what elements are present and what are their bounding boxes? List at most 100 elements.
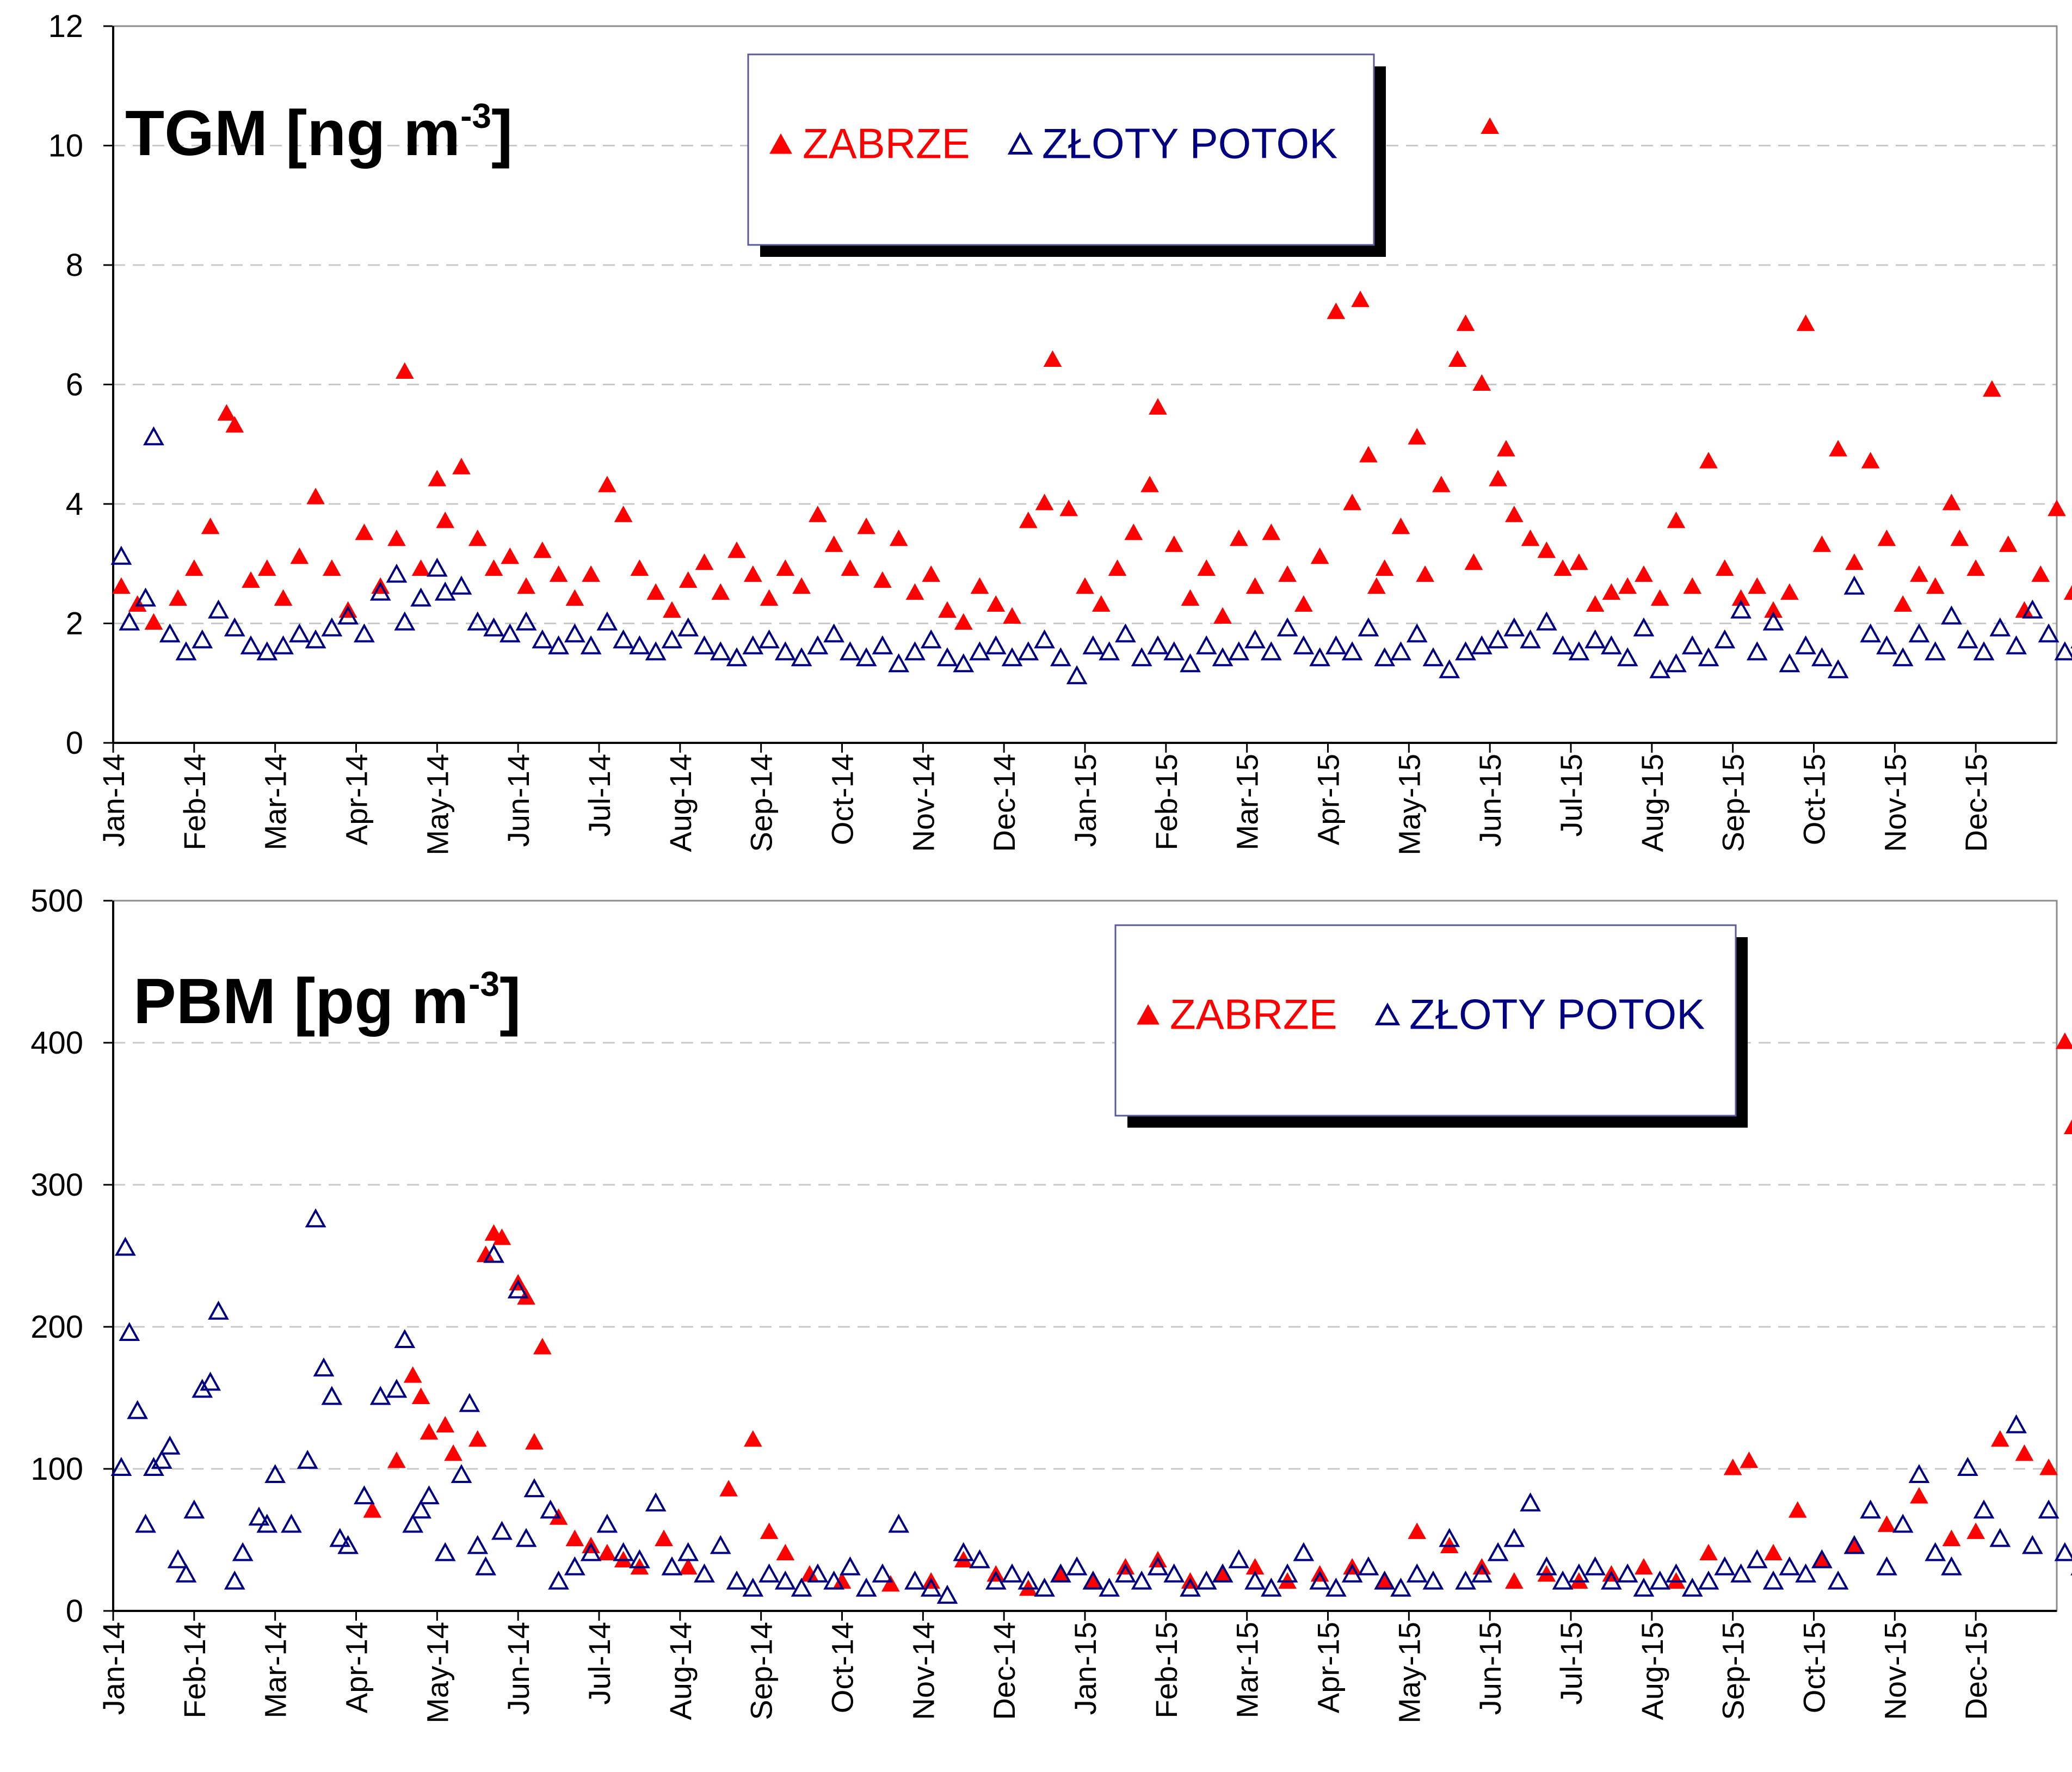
data-point-zloty-potok [127, 1400, 149, 1419]
data-point-zloty-potok [1390, 1577, 1411, 1597]
legend-marker-zabrze [1137, 1004, 1160, 1025]
x-tick-label: Jul-15 [1554, 1622, 1588, 1705]
data-point-zloty-potok [110, 545, 132, 565]
data-point-zloty-potok [305, 629, 326, 649]
data-point-zloty-potok [159, 1435, 181, 1455]
data-point-zabrze [1375, 559, 1394, 576]
data-point-zloty-potok [256, 641, 278, 661]
data-point-zabrze [1504, 506, 1524, 522]
data-point-zabrze [290, 547, 309, 564]
data-point-zloty-potok [904, 641, 926, 661]
data-point-zloty-potok [953, 1542, 975, 1561]
data-point-zabrze [257, 559, 276, 576]
data-point-zloty-potok [855, 1577, 877, 1597]
data-point-zloty-potok [369, 581, 391, 601]
data-point-zloty-potok [1957, 629, 1978, 649]
data-point-zabrze [1942, 494, 1961, 510]
data-point-zabrze [1416, 565, 1434, 582]
data-point-zabrze [1108, 559, 1127, 576]
data-point-zabrze [1780, 583, 1799, 600]
data-point-zabrze [501, 547, 520, 564]
legend-marker-zabrze [769, 133, 792, 154]
data-point-zloty-potok [872, 1563, 893, 1583]
data-point-zloty-potok [1147, 635, 1169, 655]
data-point-zloty-potok [1973, 1499, 1995, 1519]
data-point-zabrze [1910, 565, 1928, 582]
data-point-zloty-potok [1843, 1535, 1865, 1554]
y-tick-label: 10 [48, 128, 83, 164]
data-point-zabrze [1504, 1572, 1524, 1589]
data-point-zloty-potok [200, 1371, 221, 1391]
data-point-zabrze [2048, 500, 2066, 516]
data-point-zloty-potok [985, 635, 1007, 655]
data-point-zloty-potok [1180, 653, 1201, 673]
data-point-zloty-potok [1568, 1563, 1590, 1583]
data-point-zloty-potok [256, 1513, 278, 1533]
series-zloty-potok [110, 426, 2072, 685]
x-tick-label: Feb-15 [1149, 754, 1183, 850]
data-point-zabrze [1213, 607, 1232, 624]
chart-title: TGM [ng m-3] [125, 96, 513, 169]
data-point-zabrze [1124, 523, 1143, 540]
data-point-zloty-potok [742, 635, 764, 655]
data-point-zabrze [1310, 547, 1329, 564]
data-point-zabrze [938, 601, 957, 618]
data-point-zabrze [1489, 470, 1507, 487]
data-point-zabrze [954, 613, 973, 630]
data-point-zloty-potok [823, 623, 845, 643]
data-point-zloty-potok [661, 1556, 683, 1576]
data-point-zabrze [809, 506, 827, 522]
data-point-zloty-potok [1762, 1570, 1784, 1590]
data-point-zabrze [1618, 577, 1637, 594]
data-point-zabrze [225, 416, 244, 433]
data-point-zloty-potok [1374, 647, 1396, 667]
data-point-zabrze [1521, 529, 1540, 546]
x-tick-label: Dec-14 [987, 1622, 1021, 1720]
data-point-zabrze [184, 559, 203, 576]
data-point-zloty-potok [329, 1528, 351, 1547]
data-point-zloty-potok [920, 1577, 942, 1597]
data-point-zloty-potok [507, 1279, 529, 1299]
data-point-zloty-potok [1746, 1549, 1768, 1568]
data-point-zabrze [873, 571, 892, 588]
data-point-zabrze [905, 583, 924, 600]
data-point-zloty-potok [936, 1584, 958, 1604]
data-point-zloty-potok [114, 1236, 136, 1256]
data-point-zloty-potok [1730, 1563, 1752, 1583]
data-point-zloty-potok [337, 605, 359, 625]
data-point-zloty-potok [1860, 623, 1882, 643]
data-point-zloty-potok [159, 623, 181, 643]
data-point-zloty-potok [888, 653, 910, 673]
x-tick-label: Aug-15 [1635, 754, 1669, 852]
data-point-zloty-potok [1358, 617, 1379, 637]
series-zloty-potok [110, 1208, 2072, 1604]
data-point-zloty-potok [2054, 641, 2072, 661]
data-point-zabrze [2039, 1459, 2058, 1475]
x-tick-label: Feb-15 [1149, 1622, 1183, 1718]
data-point-zloty-potok [1666, 1563, 1687, 1583]
data-point-zloty-potok [2038, 1499, 2059, 1519]
data-point-zabrze [144, 613, 163, 630]
data-point-zabrze [1812, 535, 1831, 552]
x-tick-label: Jan-14 [96, 1622, 131, 1715]
data-point-zabrze [1043, 350, 1062, 367]
data-point-zloty-potok [791, 647, 812, 667]
data-point-zabrze [1229, 529, 1248, 546]
data-point-zabrze [1149, 398, 1167, 415]
x-tick-label: Dec-15 [1959, 754, 1993, 852]
data-point-zloty-potok [1487, 1542, 1509, 1561]
data-point-zloty-potok [888, 1513, 910, 1533]
data-point-zloty-potok [1050, 1563, 1071, 1583]
data-point-zloty-potok [1535, 1556, 1557, 1576]
data-point-zabrze [1748, 577, 1767, 594]
data-point-zloty-potok [1439, 659, 1460, 679]
x-tick-label: Jul-14 [582, 754, 616, 837]
x-tick-label: May-14 [420, 1622, 454, 1724]
data-point-zloty-potok [1892, 647, 1914, 667]
data-point-zloty-potok [904, 1570, 926, 1590]
data-point-zabrze [1051, 1565, 1070, 1582]
data-point-zloty-potok [1406, 623, 1428, 643]
data-point-zloty-potok [791, 1577, 812, 1597]
data-point-zabrze [1877, 529, 1896, 546]
data-point-zabrze [517, 577, 535, 594]
